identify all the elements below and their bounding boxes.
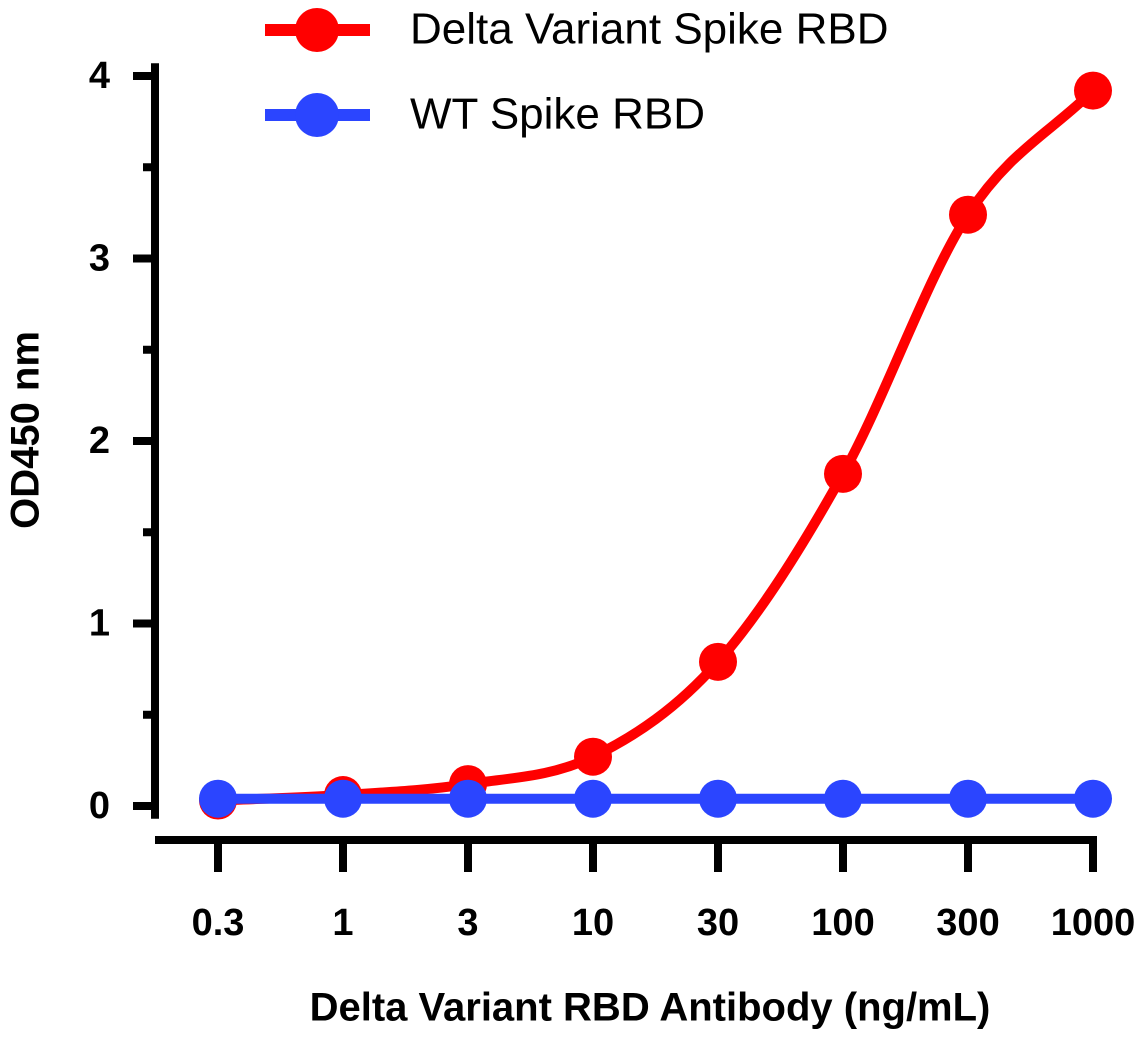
x-tick-label: 0.3	[192, 902, 245, 944]
y-tick-label: 1	[89, 603, 110, 645]
marker	[574, 737, 612, 776]
marker	[824, 779, 862, 818]
marker	[199, 779, 237, 818]
x-tick-label: 300	[936, 902, 999, 944]
x-axis-title: Delta Variant RBD Antibody (ng/mL)	[310, 986, 991, 1030]
y-tick-label: 0	[89, 785, 110, 827]
y-tick-label: 2	[89, 420, 110, 462]
x-tick-label: 3	[457, 902, 478, 944]
x-tick-label: 10	[572, 902, 614, 944]
marker	[949, 195, 987, 234]
legend-label: WT Spike RBD	[410, 90, 705, 139]
legend-marker	[295, 93, 339, 137]
y-axis-title: OD450 nm	[4, 331, 48, 529]
series	[199, 71, 1112, 820]
x-tick-label: 100	[811, 902, 874, 944]
marker	[699, 779, 737, 818]
marker	[324, 779, 362, 818]
legend-label: Delta Variant Spike RBD	[410, 5, 889, 54]
marker	[1074, 779, 1112, 818]
x-tick-label: 1	[332, 902, 353, 944]
marker	[949, 779, 987, 818]
marker	[449, 779, 487, 818]
marker	[574, 779, 612, 818]
marker	[824, 454, 862, 493]
series	[199, 779, 1112, 818]
x-tick-label: 1000	[1051, 902, 1136, 944]
y-tick-label: 3	[89, 238, 110, 280]
marker	[1074, 71, 1112, 110]
y-tick-label: 4	[89, 55, 110, 97]
legend-marker	[295, 8, 339, 52]
marker	[699, 642, 737, 681]
x-tick-label: 30	[697, 902, 739, 944]
